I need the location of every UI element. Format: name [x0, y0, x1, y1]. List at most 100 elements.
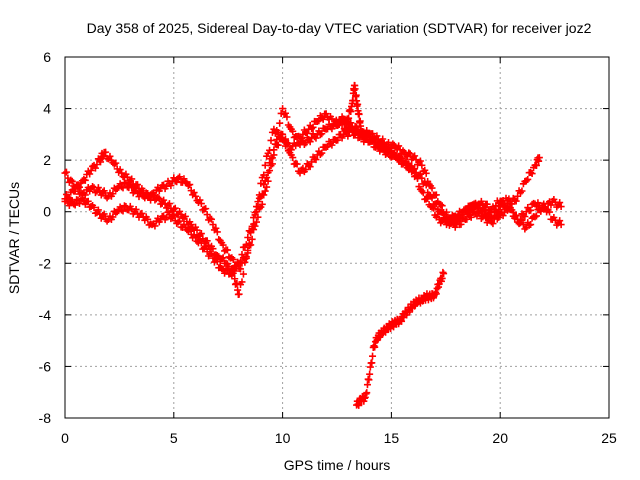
data-point-interp	[432, 199, 440, 207]
data-point	[357, 125, 365, 133]
data-point-interp	[328, 125, 336, 133]
data-point-interp	[120, 179, 128, 187]
y-tick-label: -2	[39, 255, 52, 271]
data-point-interp	[476, 209, 484, 217]
data-point-interp	[306, 163, 314, 171]
data-point-interp	[263, 174, 271, 182]
data-point-interp	[138, 209, 146, 217]
data-point-interp	[238, 251, 246, 259]
y-tick-label: 0	[43, 204, 51, 220]
data-point-interp	[518, 187, 526, 195]
series-trace-e	[340, 81, 365, 138]
y-tick-label: 2	[43, 152, 51, 168]
data-point-interp	[229, 256, 237, 264]
data-point-interp	[534, 199, 542, 207]
data-point-interp	[395, 142, 403, 150]
data-point-interp	[438, 209, 446, 217]
x-axis-label: GPS time / hours	[284, 457, 391, 473]
data-point-interp	[518, 216, 526, 224]
data-point-interp	[443, 214, 451, 222]
data-point-interp	[176, 173, 184, 181]
data-point-interp	[508, 200, 516, 208]
data-point-interp	[171, 204, 179, 212]
data-point-interp	[354, 100, 362, 108]
data-point-interp	[406, 162, 414, 170]
data-point-interp	[267, 136, 275, 144]
data-point-interp	[247, 227, 255, 235]
data-point-interp	[556, 199, 564, 207]
data-point-interp	[213, 228, 221, 236]
data-point-interp	[81, 176, 89, 184]
data-point-interp	[318, 130, 326, 138]
data-point-interp	[132, 185, 140, 193]
data-point-interp	[499, 212, 507, 220]
series-trace-c	[61, 125, 565, 278]
data-point-interp	[134, 181, 142, 189]
data-point-interp	[206, 214, 214, 222]
data-point-interp	[328, 115, 336, 123]
data-point-interp	[351, 85, 359, 93]
data-point-interp	[369, 130, 377, 138]
data-point-interp	[353, 128, 361, 136]
data-point-interp	[91, 164, 99, 172]
x-tick-label: 25	[601, 430, 617, 446]
data-point-interp	[99, 188, 107, 196]
data-points	[61, 81, 565, 409]
data-point-interp	[219, 254, 227, 262]
data-point-interp	[151, 222, 159, 230]
data-point-interp	[338, 134, 346, 142]
data-point-interp	[345, 114, 353, 122]
data-point-interp	[351, 127, 359, 135]
data-point-interp	[100, 187, 108, 195]
data-point-interp	[251, 211, 259, 219]
data-point-interp	[368, 359, 376, 367]
data-point-interp	[84, 197, 92, 205]
data-point-interp	[232, 264, 240, 272]
data-point-interp	[379, 143, 387, 151]
data-point-interp	[276, 119, 284, 127]
data-point-interp	[203, 237, 211, 245]
data-point	[535, 154, 543, 162]
grid-lines	[65, 57, 609, 418]
data-point-interp	[476, 201, 484, 209]
data-point	[418, 161, 426, 169]
data-point-interp	[369, 137, 377, 145]
data-point-interp	[334, 136, 342, 144]
data-point-interp	[293, 133, 301, 141]
data-point-interp	[180, 220, 188, 228]
data-point-interp	[289, 154, 297, 162]
data-point-interp	[248, 222, 256, 230]
data-point-interp	[457, 220, 465, 228]
data-point-interp	[119, 207, 127, 215]
data-point-interp	[334, 121, 342, 129]
data-point-interp	[128, 183, 136, 191]
data-point-interp	[62, 168, 70, 176]
data-point-interp	[480, 204, 488, 212]
data-point-interp	[100, 210, 108, 218]
data-point-interp	[316, 151, 324, 159]
data-point-interp	[74, 185, 82, 193]
axis-ticks: 0 5 10 15 20 25 -8 -6 -4 -2 0 2 4 6	[39, 49, 617, 446]
data-point-interp	[94, 206, 102, 214]
data-point-interp	[524, 175, 532, 183]
data-point	[213, 252, 221, 260]
y-tick-label: -8	[39, 410, 52, 426]
data-point-interp	[411, 165, 419, 173]
data-point-interp	[432, 191, 440, 199]
data-point-interp	[254, 203, 262, 211]
data-point-interp	[242, 254, 250, 262]
data-point-interp	[128, 175, 136, 183]
data-point-interp	[71, 201, 79, 209]
data-point	[200, 244, 208, 252]
data-point-interp	[363, 133, 371, 141]
chart-title: Day 358 of 2025, Sidereal Day-to-day VTE…	[87, 20, 592, 36]
data-point-interp	[109, 190, 117, 198]
data-point-interp	[76, 200, 84, 208]
data-point-interp	[202, 242, 210, 250]
data-point-interp	[233, 279, 241, 287]
data-point-interp	[238, 278, 246, 286]
data-point	[244, 249, 252, 257]
data-point-interp	[110, 160, 118, 168]
data-point-interp	[223, 246, 231, 254]
